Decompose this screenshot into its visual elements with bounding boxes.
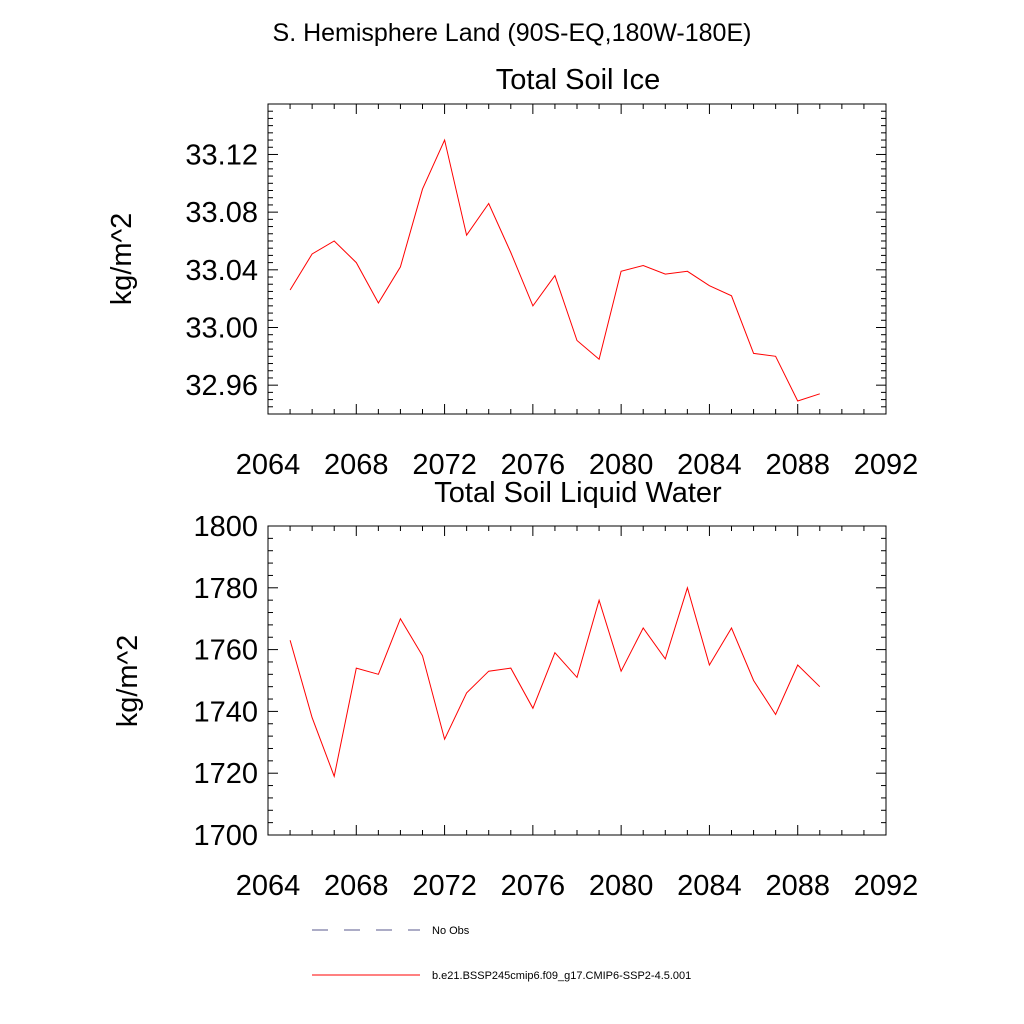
y-tick-label: 1720 xyxy=(193,758,258,790)
x-tick-label: 2076 xyxy=(501,449,566,481)
legend: No Obs b.e21.BSSP245cmip6.f09_g17.CMIP6-… xyxy=(312,925,691,982)
y-tick-label: 1740 xyxy=(193,696,258,728)
x-tick-label: 2088 xyxy=(765,449,830,481)
panel-soil-ice-axes: 2064 2068 2072 2076 2080 2084 2088 2092 32.96 33.… xyxy=(185,103,919,481)
x-tick-label: 2068 xyxy=(324,449,389,481)
panel-soil-liquid-series-line xyxy=(289,586,821,779)
x-tick-label: 2080 xyxy=(589,449,654,481)
x-tick-label: 2068 xyxy=(324,870,389,902)
panel-soil-ice-ylabel: kg/m^2 xyxy=(106,213,138,306)
x-tick-label: 2076 xyxy=(501,870,566,902)
y-tick-label: 33.12 xyxy=(185,139,258,171)
y-tick-label: 1800 xyxy=(193,511,258,543)
region-title: S. Hemisphere Land (90S-EQ,180W-180E) xyxy=(273,19,752,47)
legend-label-model: b.e21.BSSP245cmip6.f09_g17.CMIP6-SSP2-4.… xyxy=(432,970,691,982)
y-tick-label: 33.08 xyxy=(185,197,258,229)
y-tick-label: 33.04 xyxy=(185,255,258,287)
x-tick-label: 2072 xyxy=(412,870,477,902)
panel-soil-liquid-title: Total Soil Liquid Water xyxy=(434,477,722,509)
x-tick-label: 2088 xyxy=(765,870,830,902)
x-tick-label: 2084 xyxy=(677,870,742,902)
plot-frame xyxy=(267,525,887,836)
plot-frame xyxy=(267,103,887,415)
legend-label-no-obs: No Obs xyxy=(432,925,470,937)
panel-soil-liquid-ylabel: kg/m^2 xyxy=(112,635,144,728)
x-tick-label: 2064 xyxy=(236,449,301,481)
y-tick-label: 1700 xyxy=(193,820,258,852)
x-tick-label: 2064 xyxy=(236,870,301,902)
x-tick-label: 2080 xyxy=(589,870,654,902)
y-tick-label: 1780 xyxy=(193,573,258,605)
panel-soil-ice-series-line xyxy=(289,138,820,402)
x-tick-label: 2092 xyxy=(854,870,919,902)
panel-soil-ice-title: Total Soil Ice xyxy=(496,64,660,96)
panel-soil-liquid: Total Soil Liquid Water kg/m^2 2064 2068 2… xyxy=(112,477,918,902)
x-tick-label: 2092 xyxy=(854,449,919,481)
panel-soil-liquid-axes: 2064 2068 2072 2076 2080 2084 2088 2092 1700 1720… xyxy=(193,511,918,902)
panel-soil-ice: Total Soil Ice kg/m^2 2064 2068 2072 2076 20… xyxy=(106,64,918,481)
x-tick-label: 2072 xyxy=(412,449,477,481)
y-tick-label: 1760 xyxy=(193,635,258,667)
y-tick-label: 33.00 xyxy=(185,312,258,344)
y-tick-label: 32.96 xyxy=(185,370,258,402)
x-tick-label: 2084 xyxy=(677,449,742,481)
